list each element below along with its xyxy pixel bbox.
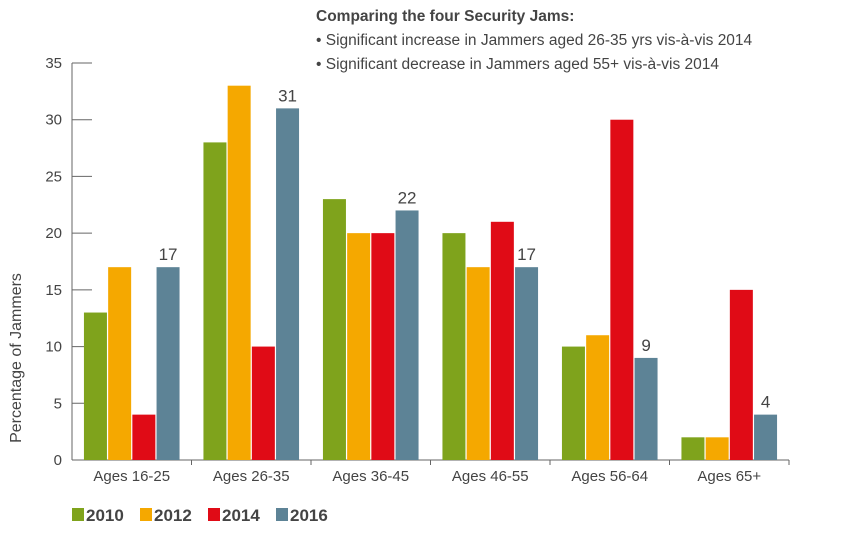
bar-2010-4: [442, 233, 466, 460]
x-tick-label-4: Ages 46-55: [452, 468, 529, 485]
x-tick-label-2: Ages 26-35: [213, 468, 290, 485]
x-tick-label-1: Ages 16-25: [93, 468, 170, 485]
legend-label-2014: 2014: [222, 506, 260, 525]
legend-swatch-2010: [72, 508, 84, 521]
y-tick-label-20: 20: [45, 225, 62, 242]
data-label-2016-1: 17: [159, 245, 178, 264]
y-tick-label-35: 35: [45, 55, 62, 72]
legend-swatch-2014: [208, 508, 220, 521]
bar-2016-5: [634, 357, 658, 460]
bar-2012-6: [705, 437, 729, 460]
legend: 2010 2012 2014 2016: [72, 506, 328, 525]
bar-2012-5: [586, 335, 610, 460]
x-tick-label-5: Ages 56-64: [571, 468, 648, 485]
legend-swatch-2012: [140, 508, 152, 521]
bar-2010-1: [83, 312, 107, 460]
legend-label-2010: 2010: [86, 506, 124, 525]
bar-2014-6: [729, 289, 753, 460]
data-label-2016-5: 9: [641, 336, 650, 355]
y-axis-title: Percentage of Jammers: [8, 273, 25, 443]
bar-2014-3: [371, 233, 395, 460]
data-label-2016-3: 22: [398, 188, 417, 207]
legend-label-2016: 2016: [290, 506, 328, 525]
bars: [83, 85, 778, 460]
legend-label-2012: 2012: [154, 506, 192, 525]
y-tick-label-0: 0: [54, 452, 62, 469]
bar-2010-6: [681, 437, 705, 460]
bar-2016-3: [395, 210, 419, 460]
annotation-title: Comparing the four Security Jams:: [316, 8, 574, 25]
y-tick-label-5: 5: [54, 395, 62, 412]
annotation: Comparing the four Security Jams: • Sign…: [316, 8, 753, 73]
axes: 0 5 10 15 20 25 30 35: [45, 55, 790, 469]
y-tick-label-25: 25: [45, 168, 62, 185]
bar-2012-1: [108, 267, 132, 460]
bar-2014-5: [610, 119, 634, 460]
bar-2014-4: [490, 221, 514, 460]
y-tick-label-15: 15: [45, 282, 62, 299]
bar-2016-4: [515, 267, 539, 460]
legend-swatch-2016: [276, 508, 288, 521]
annotation-line-2: • Significant decrease in Jammers aged 5…: [316, 56, 719, 73]
bar-2010-3: [322, 199, 346, 460]
annotation-line-1: • Significant increase in Jammers aged 2…: [316, 32, 753, 49]
bar-2012-3: [347, 233, 371, 460]
bar-2010-5: [561, 346, 585, 460]
data-label-2016-2: 31: [278, 86, 297, 105]
bar-2016-1: [156, 267, 180, 460]
bar-2014-2: [251, 346, 275, 460]
labels: Ages 16-25 17 Ages 26-35 31 Ages 36-45 22 Ages…: [93, 86, 770, 485]
bar-2012-2: [227, 85, 251, 460]
x-tick-label-6: Ages 65+: [697, 468, 761, 485]
data-label-2016-6: 4: [761, 393, 770, 412]
bar-2012-4: [466, 267, 490, 460]
bar-2014-1: [132, 414, 156, 460]
bar-2016-2: [276, 108, 300, 460]
y-tick-label-30: 30: [45, 112, 62, 129]
bar-2016-6: [754, 414, 778, 460]
data-label-2016-4: 17: [517, 245, 536, 264]
x-tick-label-3: Ages 36-45: [332, 468, 409, 485]
y-tick-label-10: 10: [45, 339, 62, 356]
bar-2010-2: [203, 142, 227, 460]
